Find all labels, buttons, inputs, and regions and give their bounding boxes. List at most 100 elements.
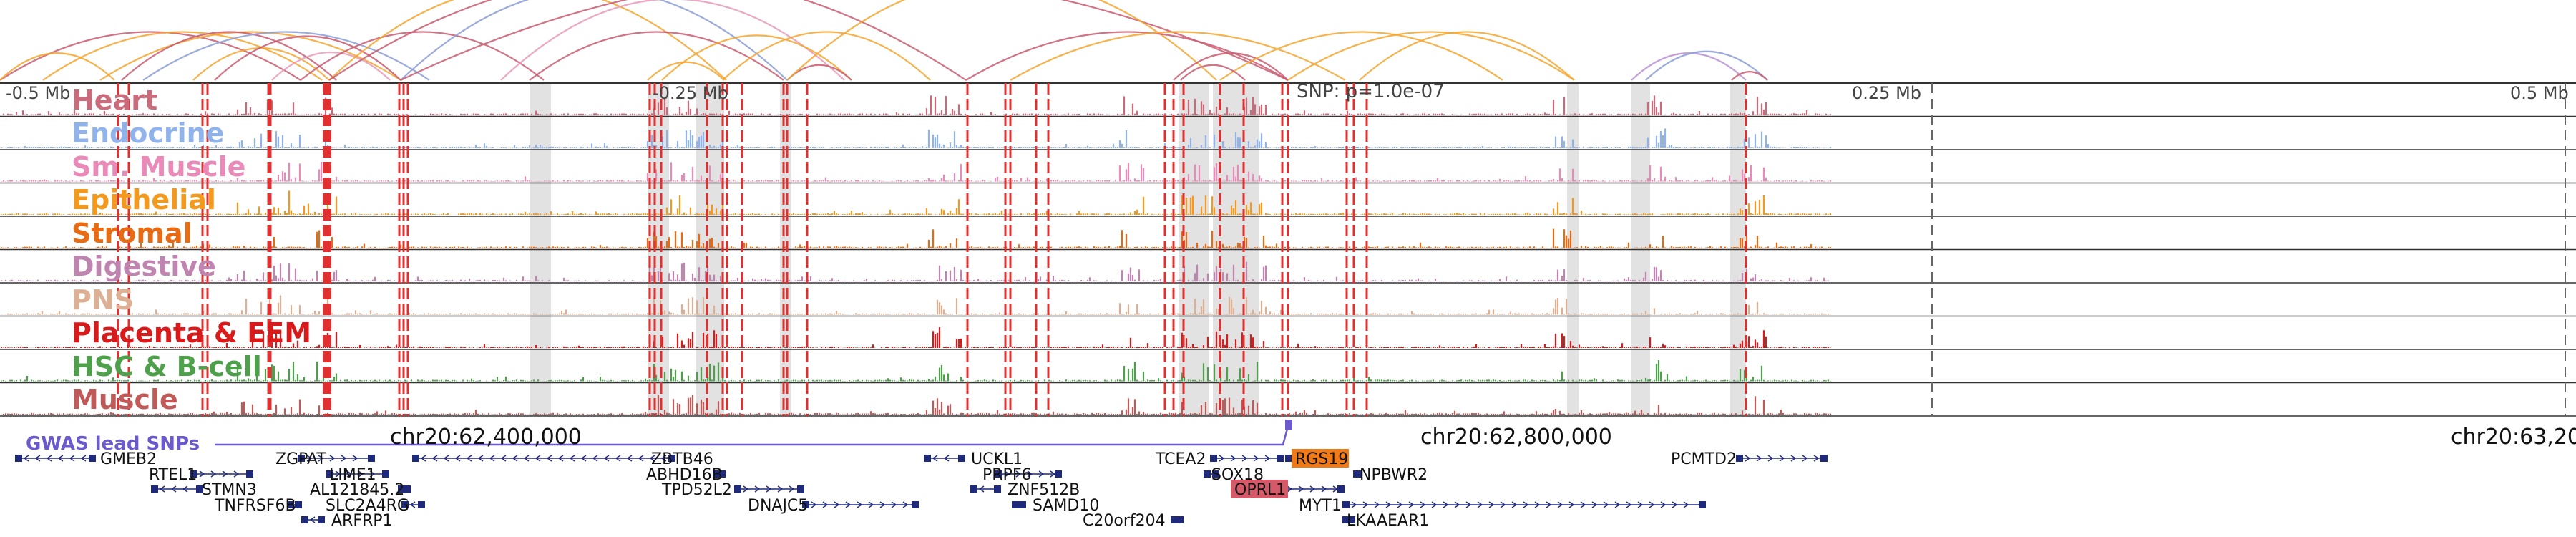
snp-lines xyxy=(117,83,2566,416)
gene-tcea2: TCEA2 xyxy=(1155,450,1284,468)
exon xyxy=(1337,485,1345,493)
loop-arc xyxy=(192,47,330,81)
gene-label: NPBWR2 xyxy=(1360,466,1428,484)
strand-arrow xyxy=(1756,455,1762,462)
strand-arrow xyxy=(1649,501,1655,508)
strand-arrow xyxy=(1219,455,1225,462)
strand-arrow xyxy=(1408,501,1415,508)
strand-arrow xyxy=(1287,485,1293,493)
gene-label: ABHD16B xyxy=(646,466,723,484)
strand-arrow xyxy=(1443,501,1449,508)
strand-arrow xyxy=(466,455,472,462)
exon xyxy=(1736,455,1743,462)
exon xyxy=(994,485,1001,493)
strand-arrow xyxy=(660,455,667,462)
strand-arrow xyxy=(500,455,507,462)
strand-arrow xyxy=(569,455,575,462)
gene-label: TPD52L2 xyxy=(661,481,732,499)
exon xyxy=(1171,516,1178,523)
strand-arrow xyxy=(523,455,530,462)
gene-rtel1: RTEL1 xyxy=(149,466,253,484)
strand-arrow xyxy=(69,455,75,462)
strand-arrow xyxy=(834,501,840,508)
gene-tpd52l2: TPD52L2 xyxy=(661,481,804,499)
strand-arrow xyxy=(1298,485,1304,493)
gene-label: LIME1 xyxy=(329,466,376,484)
exon xyxy=(1699,501,1706,508)
strand-arrow xyxy=(1591,501,1598,508)
exon xyxy=(1277,455,1284,462)
gene-slc2a4rg: SLC2A4RG xyxy=(326,497,425,515)
strand-arrow xyxy=(46,455,52,462)
strand-arrow xyxy=(170,485,177,493)
exon xyxy=(298,455,305,462)
signal-placenta-eem xyxy=(0,327,1832,348)
exon xyxy=(246,470,253,478)
signal-endocrine xyxy=(0,128,1832,148)
strand-arrow xyxy=(346,470,353,478)
strand-arrow xyxy=(329,455,336,462)
distance-axis: -0.5 Mb -0.25 Mb 0.25 Mb 0.5 Mb SNP: p=1… xyxy=(6,81,2569,103)
gene-lkaaear1: LKAAEAR1 xyxy=(1342,512,1429,530)
signal-hsc-b-cell xyxy=(0,360,1832,382)
strand-arrow xyxy=(1626,501,1632,508)
exon xyxy=(89,455,96,462)
gene-uckl1: UCKL1 xyxy=(924,450,1023,468)
exon xyxy=(412,455,419,462)
strand-arrow xyxy=(879,501,886,508)
gwas-lead-snps-label: GWAS lead SNPs xyxy=(26,433,200,455)
exon xyxy=(1285,455,1292,462)
strand-arrow xyxy=(603,455,610,462)
exon xyxy=(1176,516,1184,523)
strand-arrow xyxy=(369,470,376,478)
gene-highlight xyxy=(1231,480,1288,498)
gene-label: MYT1 xyxy=(1299,497,1342,515)
exon xyxy=(718,470,726,478)
exon xyxy=(734,485,741,493)
gene-annotations: GMEB2 ZGPAT RTEL1 LIME1 STMN3 AL121845.2 TNFRS… xyxy=(15,449,1828,530)
loop-arc xyxy=(500,0,845,81)
strand-arrow xyxy=(1431,501,1438,508)
strand-arrow xyxy=(649,455,655,462)
strand-arrow xyxy=(1568,501,1575,508)
track-label-sm-muscle: Sm. Muscle xyxy=(72,151,245,183)
gene-label: ARFRP1 xyxy=(331,512,393,530)
gene-label: AL121845.2 xyxy=(310,481,404,499)
axis-label-minus-0-5mb: -0.5 Mb xyxy=(6,83,70,103)
gene-label: TCEA2 xyxy=(1155,450,1206,468)
exon xyxy=(190,470,197,478)
loop-arc xyxy=(99,31,401,81)
loop-arc xyxy=(214,35,401,81)
strand-arrow xyxy=(1580,501,1586,508)
strand-arrow xyxy=(1351,501,1357,508)
exon xyxy=(958,455,965,462)
exon xyxy=(1820,455,1828,462)
strand-arrow xyxy=(341,455,347,462)
strand-arrow xyxy=(626,455,633,462)
gene-gmeb2: GMEB2 xyxy=(15,450,157,468)
gene-zbtb46: ZBTB46 xyxy=(412,450,713,468)
track-label-muscle: Muscle xyxy=(72,384,178,415)
exon xyxy=(797,485,804,493)
strand-arrow xyxy=(512,455,518,462)
loop-arc xyxy=(121,31,337,81)
coordinate-label-62-8m: chr20:62,800,000 xyxy=(1420,425,1612,450)
exon xyxy=(368,455,375,462)
strand-arrow xyxy=(57,455,64,462)
gene-pcmtd2: PCMTD2 xyxy=(1671,450,1828,468)
gene-label: RTEL1 xyxy=(149,466,197,484)
track-label-pns: PNS xyxy=(72,284,134,316)
strand-arrow xyxy=(592,455,598,462)
strand-arrow xyxy=(615,455,621,462)
loop-arc xyxy=(400,0,1289,81)
exon xyxy=(401,501,409,508)
strand-arrow xyxy=(1745,455,1751,462)
loop-arcs xyxy=(0,0,1768,81)
exon xyxy=(1342,501,1350,508)
loop-arc xyxy=(1731,71,1768,81)
strand-arrow xyxy=(811,501,817,508)
strand-arrow xyxy=(222,470,228,478)
strand-arrow xyxy=(1465,501,1472,508)
strand-arrow xyxy=(318,455,324,462)
strand-arrow xyxy=(1362,501,1369,508)
